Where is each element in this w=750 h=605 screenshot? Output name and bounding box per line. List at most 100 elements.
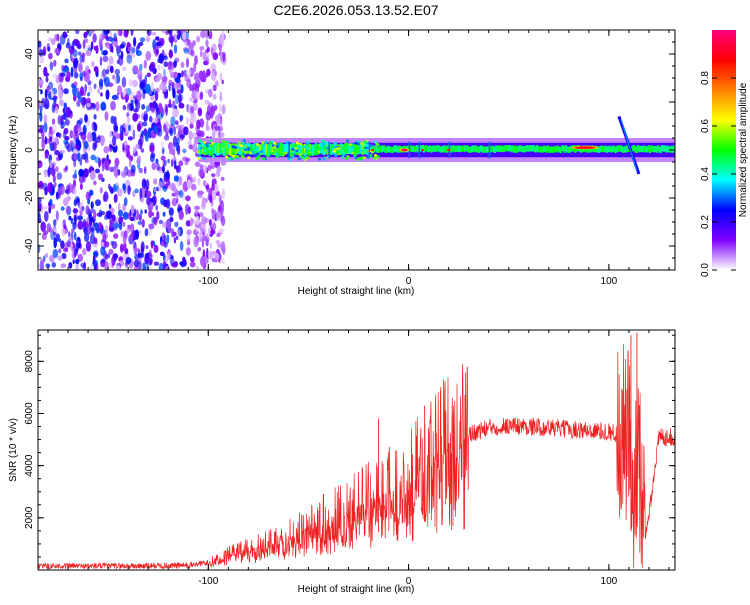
noise-cell (83, 31, 88, 39)
band-cell (514, 145, 517, 152)
band-speck (344, 142, 348, 146)
noise-cell (82, 248, 87, 256)
band-cell (491, 145, 494, 152)
noise-cell (137, 69, 143, 80)
band-speck (255, 157, 259, 161)
colorbar: 0.0 0.2 0.4 0.6 0.8 Normalized spectral ampl… (700, 30, 749, 277)
noise-cell (106, 210, 112, 220)
band-cell (603, 146, 606, 153)
band-cell (282, 143, 285, 155)
noise-cell (101, 32, 105, 41)
band-cell (526, 145, 529, 152)
noise-cell (141, 219, 145, 228)
noise-cell (119, 124, 124, 134)
noise-cell (59, 99, 64, 107)
noise-cell (202, 164, 208, 174)
noise-cell (93, 237, 98, 245)
noise-cell (209, 242, 213, 250)
noise-cell (44, 152, 49, 159)
noise-cell (205, 233, 209, 239)
noise-cell (63, 102, 67, 110)
band-cell (198, 144, 201, 155)
noise-cell (100, 101, 107, 111)
band-cell (230, 144, 233, 156)
band-cell (644, 146, 647, 153)
noise-cell (219, 91, 222, 100)
noise-cell (41, 139, 46, 151)
band-cell (497, 145, 500, 152)
band-cell (414, 146, 417, 153)
noise-cell (176, 137, 180, 146)
noise-cell (40, 258, 46, 264)
band-cell (609, 145, 612, 153)
band-speck (240, 149, 245, 153)
band-cell (427, 146, 430, 153)
noise-cell (191, 183, 197, 191)
noise-cell (90, 102, 96, 108)
noise-cell (125, 144, 131, 152)
band-speck (273, 142, 277, 145)
band-cell (640, 145, 643, 153)
noise-cell (165, 219, 170, 229)
noise-cell (153, 216, 158, 226)
noise-cell (68, 236, 72, 242)
noise-cell (197, 190, 203, 199)
band-cell (520, 145, 523, 153)
noise-cell (149, 154, 155, 163)
noise-cell (38, 197, 42, 204)
noise-cell (119, 243, 124, 253)
noise-cell (93, 180, 97, 186)
noise-cell (186, 179, 192, 189)
noise-cell (211, 257, 216, 263)
noise-cell (137, 123, 142, 132)
noise-cell (84, 84, 88, 93)
spectrogram-xtick-label: 100 (601, 276, 618, 287)
noise-cell (93, 265, 97, 270)
band-cell (332, 142, 335, 154)
band-peak (447, 149, 451, 151)
noise-cell (77, 152, 81, 162)
band-cell (354, 143, 357, 155)
band-cell (275, 144, 278, 156)
noise-cell (91, 131, 97, 142)
band-speck (281, 153, 285, 157)
noise-cell (207, 125, 210, 131)
noise-cell (97, 222, 103, 232)
noise-cell (61, 227, 66, 237)
noise-cell (172, 231, 177, 237)
band-cell (264, 144, 267, 156)
band-speck (208, 153, 212, 157)
band-speck (362, 156, 366, 160)
noise-cell (116, 45, 122, 54)
band-cell (471, 145, 474, 153)
noise-cell (168, 207, 174, 216)
band-cell (474, 145, 477, 152)
noise-cell (149, 115, 153, 123)
band-cell (420, 145, 423, 152)
band-speck (222, 153, 226, 157)
spectrogram-axes: -100 0 100 -40 -20 0 20 40 (24, 29, 675, 287)
spectrogram-ytick-label: -20 (24, 190, 35, 205)
band-cell (436, 145, 439, 152)
band-speck (325, 151, 330, 155)
band-speck (238, 141, 242, 145)
noise-cell (176, 34, 181, 40)
noise-cell (55, 156, 60, 162)
band-cell (515, 146, 518, 154)
band-cell (600, 145, 603, 152)
noise-cell (221, 104, 226, 115)
noise-cell (214, 70, 217, 77)
band-speck (305, 141, 309, 145)
noise-cell (109, 30, 112, 36)
band-speck (219, 150, 223, 154)
band-speck (218, 146, 222, 150)
noise-cell (90, 41, 94, 50)
band-cell (623, 146, 626, 153)
noise-cell (163, 61, 168, 68)
band-speck (354, 141, 358, 145)
noise-cell (189, 261, 196, 268)
noise-cell (72, 188, 77, 195)
noise-cell (61, 222, 64, 227)
band-speck (307, 153, 311, 157)
band-cell (409, 145, 412, 152)
